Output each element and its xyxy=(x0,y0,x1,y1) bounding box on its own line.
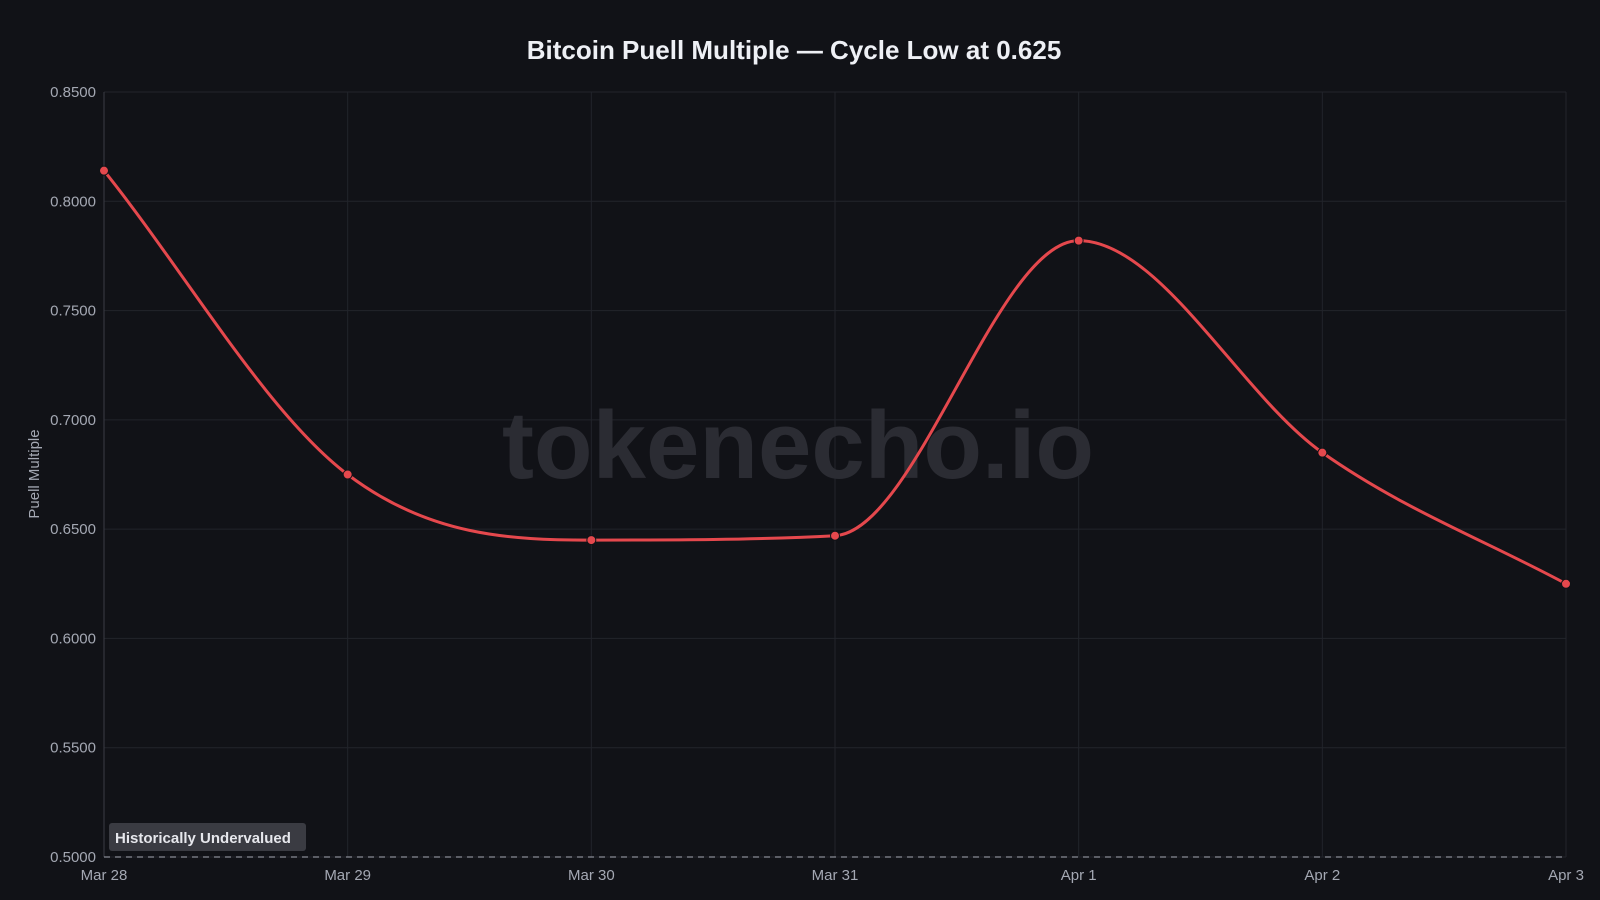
y-axis-label: Puell Multiple xyxy=(26,429,43,518)
data-point-mar-30 xyxy=(586,535,597,546)
data-point-apr-1 xyxy=(1073,235,1084,246)
x-tick-label: Apr 1 xyxy=(1061,867,1097,884)
y-tick-label: 0.5000 xyxy=(50,849,96,866)
axes: 0.8500 0.8000 0.7500 0.7000 0.6500 0.6000 0.55… xyxy=(50,84,1584,884)
threshold-label: Historically Undervalued xyxy=(115,830,291,847)
x-tick-label: Apr 2 xyxy=(1304,867,1340,884)
data-point-mar-31 xyxy=(830,530,840,541)
threshold-group: Historically Undervalued xyxy=(104,823,1566,858)
data-point-mar-28 xyxy=(99,165,109,176)
x-tick-label: Mar 28 xyxy=(81,867,128,884)
y-tick-label: 0.7000 xyxy=(50,412,96,429)
threshold-badge xyxy=(109,823,306,851)
x-tick-label: Mar 30 xyxy=(568,867,615,884)
x-tick-label: Apr 3 xyxy=(1548,867,1584,884)
y-tick-label: 0.5500 xyxy=(50,740,96,757)
x-tick-label: Mar 31 xyxy=(812,867,859,884)
data-point-apr-2 xyxy=(1317,447,1328,458)
y-tick-label: 0.6000 xyxy=(50,630,96,647)
watermark: tokenecho.io xyxy=(502,392,1094,499)
chart-title: Bitcoin Puell Multiple — Cycle Low at 0.… xyxy=(527,35,1062,65)
data-point-mar-29 xyxy=(342,469,353,480)
y-tick-label: 0.6500 xyxy=(50,521,96,538)
series-line xyxy=(102,169,1568,586)
y-tick-label: 0.7500 xyxy=(50,303,96,320)
y-tick-label: 0.8500 xyxy=(50,84,96,101)
x-tick-label: Mar 29 xyxy=(324,867,371,884)
data-point-apr-3 xyxy=(1561,578,1571,589)
series-layer xyxy=(99,165,1571,589)
y-tick-label: 0.8000 xyxy=(50,193,96,210)
